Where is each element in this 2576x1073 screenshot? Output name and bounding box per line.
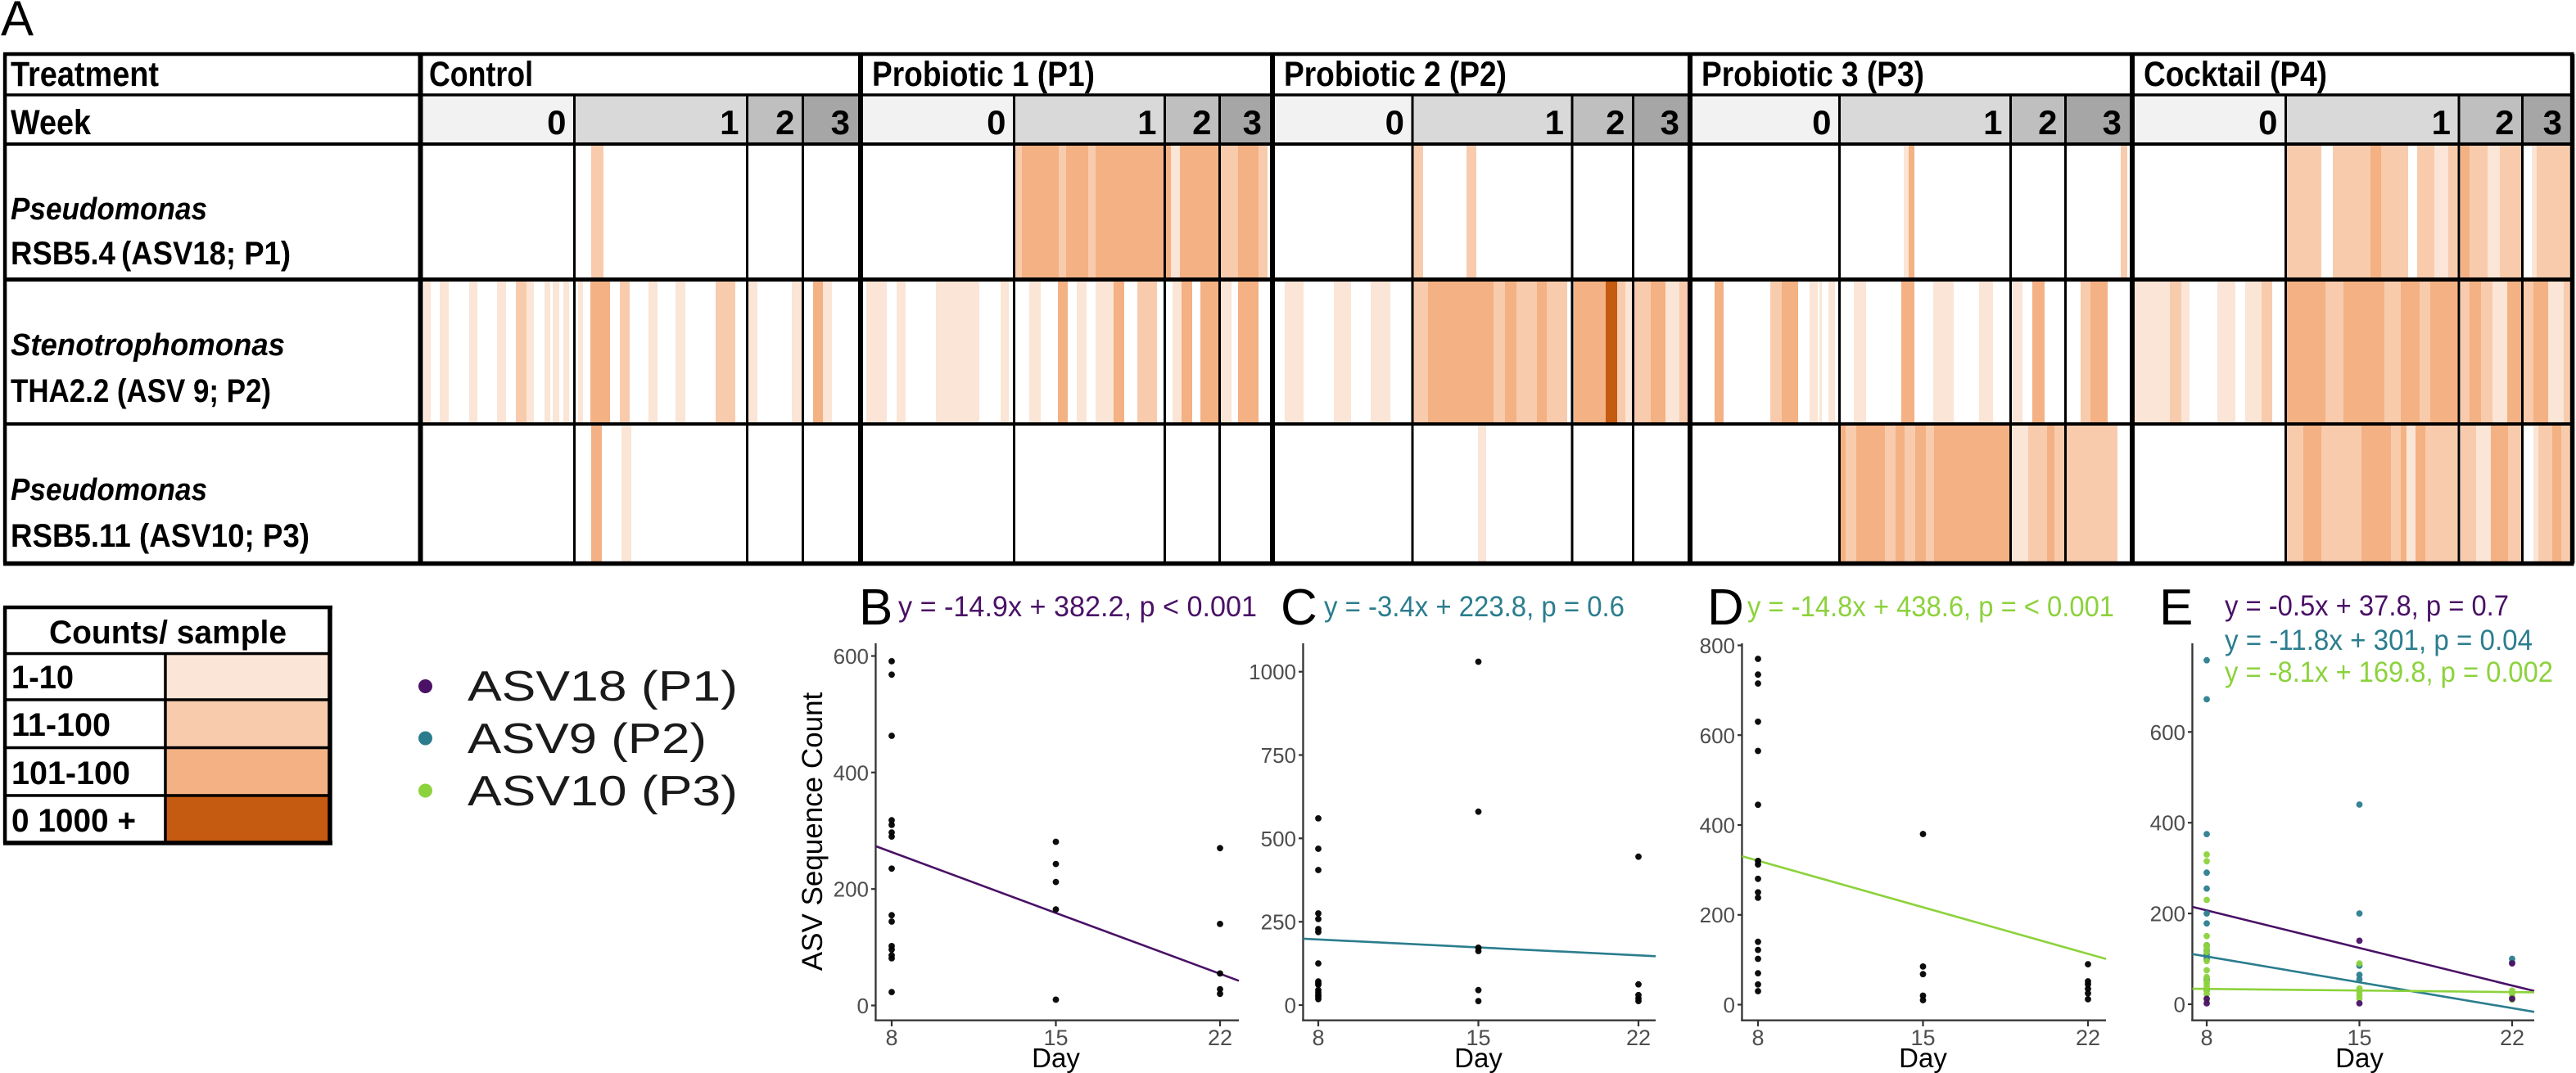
svg-text:0: 0 [1724, 993, 1735, 1017]
svg-text:1: 1 [1545, 103, 1564, 142]
svg-text:Day: Day [1899, 1043, 1947, 1073]
svg-text:15: 15 [2347, 1026, 2371, 1050]
svg-text:Control: Control [429, 55, 533, 94]
svg-text:2: 2 [775, 103, 794, 142]
svg-text:E: E [2159, 579, 2193, 636]
svg-text:y = -8.1x + 169.8, p = 0.002: y = -8.1x + 169.8, p = 0.002 [2225, 656, 2553, 688]
svg-text:1-10: 1-10 [11, 660, 74, 696]
svg-text:Stenotrophomonas: Stenotrophomonas [11, 328, 285, 363]
svg-text:2: 2 [1606, 103, 1625, 142]
svg-text:1000: 1000 [1249, 660, 1296, 684]
svg-text:0: 0 [987, 103, 1006, 142]
svg-text:Day: Day [1454, 1043, 1503, 1073]
svg-text:600: 600 [1700, 724, 1735, 748]
svg-text:3: 3 [1243, 103, 1262, 142]
svg-text:B: B [859, 579, 893, 636]
svg-text:15: 15 [1043, 1026, 1068, 1050]
svg-text:1: 1 [1983, 103, 2002, 142]
svg-text:750: 750 [1261, 743, 1296, 768]
svg-text:200: 200 [2150, 902, 2185, 926]
svg-text:y = -14.8x + 438.6, p = < 0.00: y = -14.8x + 438.6, p = < 0.001 [1747, 591, 2114, 623]
svg-text:0: 0 [1385, 103, 1404, 142]
svg-text:y = -14.9x + 382.2, p < 0.001: y = -14.9x + 382.2, p < 0.001 [898, 591, 1257, 623]
svg-text:Counts/ sample: Counts/ sample [49, 615, 287, 651]
svg-text:ASV9 (P2): ASV9 (P2) [468, 715, 707, 763]
svg-text:3: 3 [831, 103, 850, 142]
svg-text:200: 200 [834, 877, 869, 902]
svg-text:Probiotic 2 (P2): Probiotic 2 (P2) [1284, 55, 1507, 94]
svg-text:1: 1 [1137, 103, 1156, 142]
svg-text:101-100: 101-100 [11, 755, 130, 791]
svg-text:600: 600 [834, 644, 869, 669]
svg-text:RSB5.11 (ASV10; P3): RSB5.11 (ASV10; P3) [11, 518, 310, 554]
svg-text:22: 22 [2076, 1026, 2100, 1050]
svg-text:y = -11.8x + 301, p = 0.04: y = -11.8x + 301, p = 0.04 [2225, 624, 2533, 656]
svg-text:0: 0 [1285, 994, 1296, 1018]
svg-text:200: 200 [1700, 903, 1735, 927]
svg-text:0: 0 [1812, 103, 1831, 142]
svg-text:C: C [1281, 579, 1317, 636]
svg-text:400: 400 [1700, 814, 1735, 838]
svg-text:Probiotic 1 (P1): Probiotic 1 (P1) [872, 55, 1095, 94]
svg-text:8: 8 [885, 1026, 897, 1050]
svg-text:0 1000 +: 0 1000 + [11, 803, 136, 839]
svg-text:250: 250 [1261, 910, 1296, 935]
svg-text:RSB5.4 (ASV18; P1): RSB5.4 (ASV18; P1) [11, 236, 291, 272]
svg-text:A: A [1, 0, 34, 46]
svg-text:THA2.2 (ASV 9; P2): THA2.2 (ASV 9; P2) [11, 373, 271, 409]
svg-text:2: 2 [1192, 103, 1211, 142]
svg-text:11-100: 11-100 [11, 707, 111, 743]
svg-text:Pseudomonas: Pseudomonas [11, 473, 207, 507]
svg-text:0: 0 [547, 103, 566, 142]
svg-text:ASV Sequence Count: ASV Sequence Count [797, 692, 829, 971]
svg-text:15: 15 [1910, 1026, 1935, 1050]
svg-text:ASV18 (P1): ASV18 (P1) [468, 663, 738, 710]
svg-text:3: 3 [1661, 103, 1679, 142]
svg-text:22: 22 [1626, 1026, 1651, 1050]
svg-text:800: 800 [1700, 633, 1735, 658]
svg-text:22: 22 [1208, 1026, 1232, 1050]
svg-text:400: 400 [2150, 811, 2185, 836]
svg-text:600: 600 [2150, 720, 2185, 745]
svg-text:400: 400 [834, 760, 869, 785]
svg-text:0: 0 [2174, 993, 2185, 1017]
svg-text:15: 15 [1466, 1026, 1490, 1050]
svg-text:3: 3 [2543, 103, 2562, 142]
svg-text:0: 0 [2258, 103, 2277, 142]
svg-text:22: 22 [2500, 1026, 2524, 1050]
svg-text:Day: Day [1032, 1043, 1080, 1073]
svg-text:1: 1 [720, 103, 739, 142]
svg-text:500: 500 [1261, 827, 1296, 851]
svg-text:Day: Day [2335, 1043, 2384, 1073]
svg-text:3: 3 [2103, 103, 2122, 142]
svg-text:2: 2 [2495, 103, 2514, 142]
svg-text:8: 8 [2200, 1026, 2212, 1050]
svg-text:Probiotic 3 (P3): Probiotic 3 (P3) [1702, 55, 1924, 94]
svg-text:8: 8 [1751, 1026, 1764, 1050]
svg-text:Cocktail (P4): Cocktail (P4) [2144, 55, 2327, 94]
svg-text:D: D [1707, 579, 1744, 636]
svg-text:2: 2 [2038, 103, 2057, 142]
svg-text:Treatment: Treatment [11, 55, 159, 94]
svg-text:ASV10 (P3): ASV10 (P3) [468, 768, 738, 815]
svg-text:0: 0 [857, 994, 869, 1018]
svg-text:Week: Week [11, 103, 91, 142]
svg-text:y = -3.4x + 223.8, p = 0.6: y = -3.4x + 223.8, p = 0.6 [1324, 591, 1625, 623]
svg-text:y = -0.5x + 37.8, p = 0.7: y = -0.5x + 37.8, p = 0.7 [2225, 590, 2509, 622]
svg-text:8: 8 [1312, 1026, 1324, 1050]
svg-text:1: 1 [2432, 103, 2451, 142]
svg-text:Pseudomonas: Pseudomonas [11, 192, 207, 227]
